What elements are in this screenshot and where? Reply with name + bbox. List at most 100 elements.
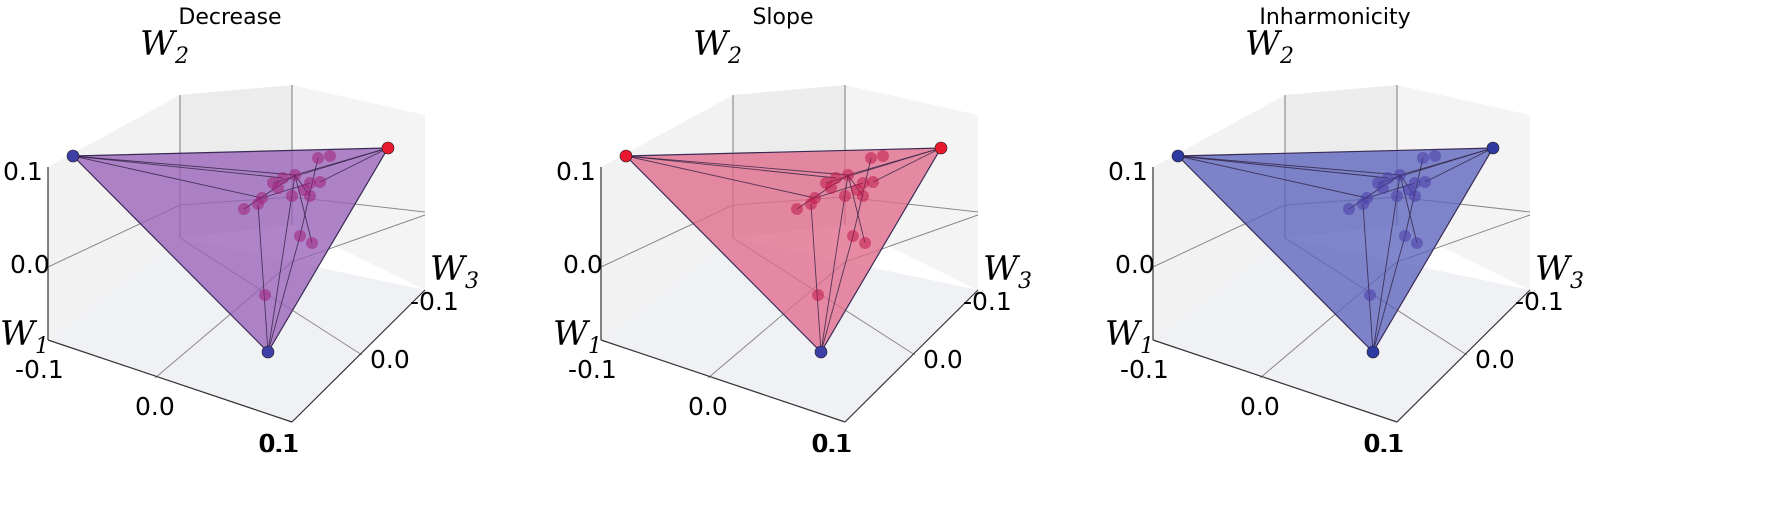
data-point <box>842 169 854 181</box>
w2-axis-label-subscript: 2 <box>174 44 189 69</box>
vertex-point <box>814 345 828 359</box>
data-point <box>1429 150 1441 162</box>
floor-pane <box>1153 238 1530 422</box>
w1-axis-line <box>600 339 846 423</box>
data-point <box>812 289 824 301</box>
w1-axis-label-subscript: 1 <box>588 334 602 359</box>
data-point <box>1343 203 1355 215</box>
data-point <box>314 176 326 188</box>
data-point <box>259 289 271 301</box>
data-point <box>1403 184 1415 196</box>
hull-edge <box>1424 147 1494 183</box>
w1-axis-line <box>1152 339 1398 423</box>
floor-pane <box>601 238 978 422</box>
w3-tick-label: -0.1 <box>1515 287 1564 316</box>
vertex-point <box>1171 149 1185 163</box>
hull-edge <box>267 235 301 353</box>
data-point <box>1419 176 1431 188</box>
data-point <box>865 152 877 164</box>
hull-edge <box>810 203 822 353</box>
w3-axis-label-subscript: 3 <box>465 269 479 294</box>
panel-title: Decrease <box>178 5 281 30</box>
w1-axis-label-subscript: 1 <box>35 334 49 359</box>
data-point <box>1364 289 1376 301</box>
hull-edge <box>1399 147 1494 176</box>
w1-tick-label: 0.0 <box>688 392 728 421</box>
data-point <box>272 182 284 194</box>
data-point <box>1417 152 1429 164</box>
w2-tick-label: 0.1 <box>556 157 596 186</box>
data-point <box>1357 198 1369 210</box>
vertex-point <box>261 345 275 359</box>
w3-tick-label: 0.1 <box>260 429 300 458</box>
vertex-point <box>66 149 80 163</box>
hull-edge <box>72 155 284 179</box>
w1-axis-label-letter: W <box>0 314 38 354</box>
w1-axis-line <box>47 339 293 423</box>
data-point <box>1411 237 1423 249</box>
w3-axis-line <box>844 289 979 423</box>
hull-edge <box>1177 155 1368 199</box>
hull-edge <box>267 174 296 353</box>
data-point <box>839 190 851 202</box>
w2-tick-label: 0.0 <box>1115 250 1155 279</box>
hull-edge <box>820 174 849 353</box>
hull-edge <box>625 155 837 179</box>
w3-tick-label: 0.1 <box>813 429 853 458</box>
data-point <box>312 152 324 164</box>
w1-axis-label: W1 <box>0 314 49 359</box>
hull-edge <box>625 155 816 199</box>
w1-tick-label: 0.0 <box>135 392 175 421</box>
w1-axis-label-letter: W <box>553 314 591 354</box>
data-point <box>238 203 250 215</box>
w3-axis-line <box>291 289 426 423</box>
vertex-point <box>619 149 633 163</box>
data-point <box>306 237 318 249</box>
w2-tick-label: 0.0 <box>10 250 50 279</box>
data-point <box>1391 190 1403 202</box>
hull-edge <box>1177 155 1401 176</box>
panel-title: Slope <box>752 5 813 30</box>
data-point <box>847 230 859 242</box>
w2-axis-label: W2 <box>140 24 189 69</box>
hull-edge <box>72 155 263 199</box>
w3-tick-label: 0.0 <box>923 345 963 374</box>
w1-tick-label: 0.1 <box>1363 429 1403 458</box>
w1-tick-label: 0.1 <box>258 429 298 458</box>
data-point <box>851 184 863 196</box>
w3-axis-label-subscript: 3 <box>1570 269 1584 294</box>
w3-axis-label-letter: W <box>1535 249 1573 289</box>
hull-edge <box>625 155 849 176</box>
w3-tick-label: 0.1 <box>1365 429 1405 458</box>
w3-axis-label: W3 <box>430 249 479 294</box>
w2-tick-label: 0.0 <box>563 250 603 279</box>
w1-axis-label-subscript: 1 <box>1140 334 1154 359</box>
w1-axis-label: W1 <box>1105 314 1154 359</box>
data-point <box>791 203 803 215</box>
data-point <box>805 198 817 210</box>
hull-edge <box>294 147 389 176</box>
data-point <box>298 184 310 196</box>
w3-tick-label: 0.0 <box>1475 345 1515 374</box>
w2-tick-label: 0.1 <box>3 157 43 186</box>
hull-edge <box>847 147 942 176</box>
data-point <box>324 150 336 162</box>
vertex-point <box>381 141 395 155</box>
hull-edge <box>257 203 269 353</box>
w2-axis-label-letter: W <box>1245 24 1283 64</box>
w3-axis-label-letter: W <box>430 249 468 289</box>
w1-axis-label-letter: W <box>1105 314 1143 354</box>
w3-tick-label: -0.1 <box>963 287 1012 316</box>
data-point <box>1399 230 1411 242</box>
hull-edge <box>1177 155 1389 179</box>
hull-edge <box>1362 203 1374 353</box>
vertex-point <box>1366 345 1380 359</box>
vertex-point <box>934 141 948 155</box>
data-point <box>867 176 879 188</box>
data-point <box>277 172 289 184</box>
w3-axis-label-letter: W <box>983 249 1021 289</box>
data-point <box>825 182 837 194</box>
w2-axis-label-subscript: 2 <box>1279 44 1294 69</box>
